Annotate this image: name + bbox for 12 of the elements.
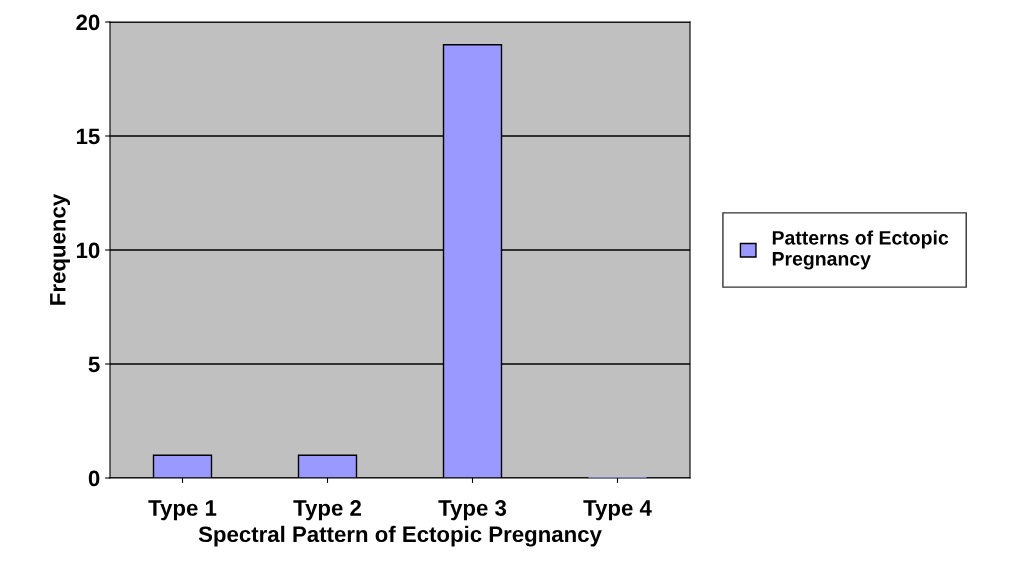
y-tick-label: 0 — [88, 470, 100, 487]
x-tick-label: Type 4 — [583, 500, 652, 521]
legend-label: Patterns of Ectopic Pregnancy — [772, 230, 949, 270]
y-tick-label: 10 — [76, 242, 100, 259]
y-tick-label: 20 — [76, 14, 100, 31]
y-axis-title: Frequency — [50, 193, 71, 305]
y-tick-label: 15 — [76, 128, 100, 145]
x-tick-label: Type 3 — [438, 500, 507, 521]
x-axis-title: Spectral Pattern of Ectopic Pregnancy — [198, 525, 602, 547]
x-tick-label: Type 1 — [148, 500, 217, 521]
y-tick-label: 5 — [88, 356, 100, 373]
x-tick-label: Type 2 — [293, 500, 361, 521]
